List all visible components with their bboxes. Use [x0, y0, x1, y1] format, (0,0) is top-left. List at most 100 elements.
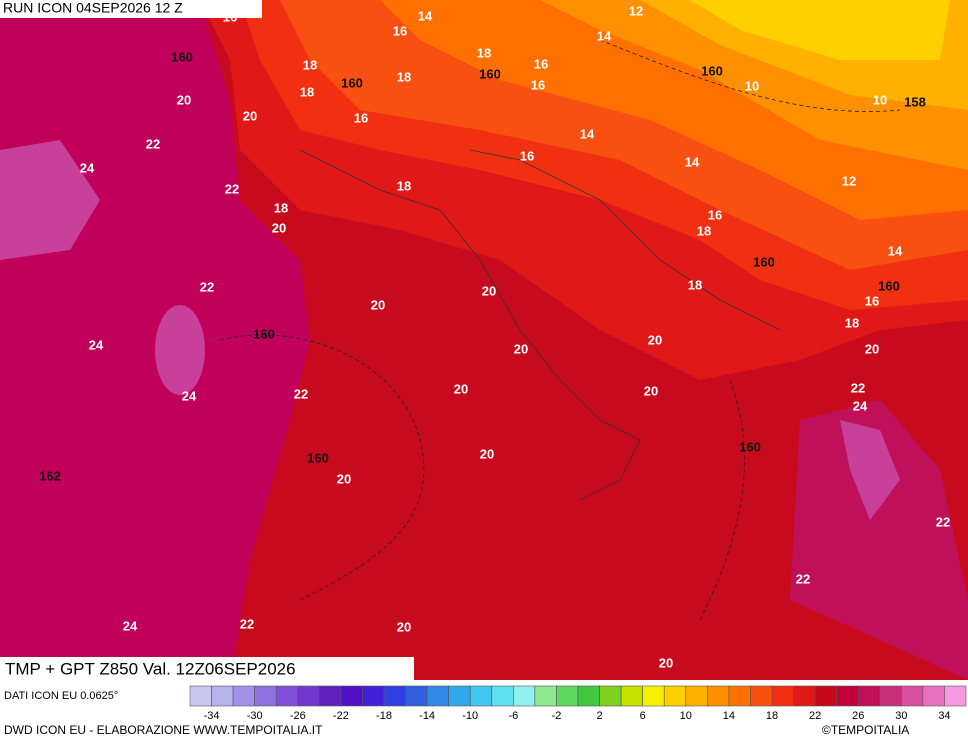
scale-swatch [922, 685, 945, 707]
scale-swatch [448, 685, 471, 707]
scale-tick-label: -6 [508, 710, 518, 722]
scale-swatch [857, 685, 881, 707]
scale-swatch [275, 685, 299, 707]
contour-label: 12 [629, 3, 643, 18]
scale-swatch [944, 685, 967, 707]
contour-label: 20 [480, 446, 494, 461]
scale-tick-label: 14 [723, 710, 735, 722]
contour-label: 20 [659, 655, 673, 670]
contour-label: 16 [223, 9, 237, 24]
scale-swatch [814, 685, 837, 707]
color-scale: -34 -30 -26 -22 -18 -14 -10 -6 -2 2 6 10 14 18 22 26 30 3… [189, 685, 967, 722]
source-label: DATI ICON EU 0.0625° [4, 690, 118, 702]
contour-label: 14 [888, 243, 903, 258]
scale-swatch [901, 685, 924, 707]
scale-tick-label: 2 [596, 710, 602, 722]
run-label: RUN ICON 04SEP2026 12 Z [3, 0, 183, 16]
contour-label: 14 [685, 154, 700, 169]
contour-label: 16 [354, 110, 368, 125]
contour-label: 22 [796, 571, 810, 586]
scale-swatch [642, 685, 665, 707]
contour-label: 22 [936, 514, 950, 529]
contour-label: 160 [307, 450, 329, 465]
contour-label: 20 [371, 297, 385, 312]
contour-label: 16 [393, 23, 407, 38]
contour-label: 20 [454, 381, 468, 396]
contour-label: 160 [878, 278, 900, 293]
contour-label: 160 [171, 49, 193, 64]
contour-label: 22 [146, 136, 160, 151]
contour-label: 16 [531, 77, 545, 92]
contour-label: 18 [477, 45, 491, 60]
contour-label: 18 [397, 178, 411, 193]
contour-label: 20 [243, 108, 257, 123]
contour-label: 18 [845, 315, 859, 330]
contour-label: 16 [534, 56, 548, 71]
contour-label: 20 [397, 619, 411, 634]
scale-tick-label: -22 [333, 710, 349, 722]
scale-tick-label: 18 [766, 710, 778, 722]
scale-swatch [491, 685, 514, 707]
contour-label: 14 [580, 126, 595, 141]
contour-label: 24 [80, 160, 95, 175]
scale-tick-label: -14 [419, 710, 435, 722]
scale-swatch [750, 685, 773, 707]
scale-swatch [707, 685, 730, 707]
scale-swatch [254, 685, 277, 707]
contour-label: 16 [865, 293, 879, 308]
scale-swatch [577, 685, 600, 707]
contour-label: 160 [739, 439, 761, 454]
scale-swatch [232, 685, 255, 707]
contour-label: 24 [123, 618, 138, 633]
temperature-field [0, 0, 968, 680]
scale-swatch [362, 685, 385, 707]
scale-tick-label: -18 [376, 710, 392, 722]
scale-swatch [836, 685, 859, 707]
contour-label: 14 [597, 28, 612, 43]
contour-label: 22 [294, 386, 308, 401]
contour-label: 160 [701, 63, 723, 78]
scale-tick-label: 22 [809, 710, 821, 722]
contour-label: 22 [851, 380, 865, 395]
contour-label: 14 [418, 8, 433, 23]
scale-swatch [383, 685, 406, 707]
scale-swatch [319, 685, 342, 707]
contour-label: 18 [397, 69, 411, 84]
title-box [0, 657, 414, 683]
credit-label: DWD ICON EU - ELABORAZIONE WWW.TEMPOITAL… [4, 723, 323, 737]
scale-swatch [426, 685, 449, 707]
scale-tick-label: -34 [204, 710, 220, 722]
contour-label: 18 [697, 223, 711, 238]
contour-label: 20 [648, 332, 662, 347]
scale-swatch [513, 685, 536, 707]
scale-tick-label: 26 [852, 710, 864, 722]
contour-label: 10 [745, 78, 759, 93]
scale-swatch [297, 685, 320, 707]
contour-label: 16 [520, 148, 534, 163]
contour-label: 24 [89, 337, 104, 352]
contour-label: 158 [904, 94, 926, 109]
scale-swatch [340, 685, 363, 707]
contour-label: 18 [303, 57, 317, 72]
contour-label: 22 [225, 181, 239, 196]
scale-swatch [189, 685, 212, 707]
contour-label: 20 [865, 341, 879, 356]
scale-swatch [793, 685, 816, 707]
contour-label: 18 [274, 200, 288, 215]
contour-label: 24 [853, 398, 868, 413]
scale-swatch [405, 685, 428, 707]
contour-label: 160 [479, 66, 501, 81]
contour-label: 20 [514, 341, 528, 356]
contour-label: 12 [842, 173, 856, 188]
map-title: TMP + GPT Z850 Val. 12Z06SEP2026 [5, 659, 296, 678]
scale-swatch [534, 685, 557, 707]
contour-label: 160 [341, 75, 363, 90]
brand-label: ©TEMPOITALIA [822, 723, 909, 737]
scale-swatch [728, 685, 751, 707]
scale-swatch [620, 685, 643, 707]
contour-label: 160 [253, 326, 275, 341]
scale-tick-label: 34 [938, 710, 950, 722]
scale-swatch [556, 685, 579, 707]
